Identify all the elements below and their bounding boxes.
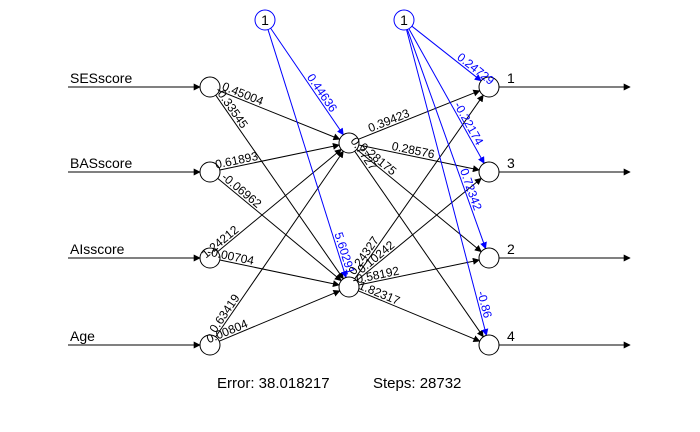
- input-node: [199, 247, 221, 269]
- weight-label: 0.28576: [391, 139, 437, 162]
- input-node: [199, 76, 221, 98]
- bias-edge-output: [411, 25, 482, 82]
- bias-weight-label: 0.44636: [304, 71, 340, 115]
- input-label: SESscore: [70, 70, 132, 86]
- output-label: 3: [507, 155, 515, 171]
- edge-input-hidden: [215, 94, 344, 280]
- edge-hidden-output: [358, 144, 480, 173]
- bias-edge-output: [408, 28, 485, 164]
- hidden-node: [338, 276, 360, 298]
- edge-input-hidden: [217, 148, 342, 253]
- input-label: Age: [70, 328, 95, 344]
- bias-weight-label: 0.24729: [454, 50, 497, 88]
- bias-edge-hidden: [270, 27, 344, 136]
- bias-node-label: 1: [261, 12, 269, 28]
- nodes-layer: [199, 9, 500, 356]
- edge-hidden-output: [356, 177, 482, 282]
- output-label: 1: [507, 70, 515, 86]
- bias-node: [254, 9, 276, 31]
- bias-weight-label: -0.22174: [451, 99, 486, 147]
- bias-edge-output: [406, 29, 489, 337]
- input-node: [199, 334, 221, 356]
- input-label: AIsscore: [70, 241, 125, 257]
- hidden-node: [338, 132, 360, 154]
- output-label: 2: [507, 241, 515, 257]
- edge-input-hidden: [219, 290, 341, 342]
- bias-node-label: 1: [400, 12, 408, 28]
- labels-layer: SESscoreBASscoreAIsscoreAge13240.45004-0…: [70, 12, 515, 346]
- input-label: BASscore: [70, 155, 132, 171]
- bias-weight-label: 5.60291: [331, 230, 357, 276]
- bias-edge-output: [406, 29, 487, 250]
- connections-layer: [68, 25, 631, 349]
- weight-label: -0.06962: [219, 170, 265, 211]
- edge-hidden-output: [354, 94, 484, 280]
- edge-input-hidden: [217, 177, 342, 282]
- weight-label: 1.82317: [357, 278, 403, 308]
- output-label: 4: [507, 328, 515, 344]
- edge-hidden-output: [358, 290, 481, 342]
- bias-edge-hidden: [267, 29, 348, 279]
- steps-label: Steps: 28732: [373, 375, 461, 392]
- edge-input-hidden: [219, 142, 340, 171]
- weight-label: 0.39423: [366, 106, 412, 135]
- output-node: [478, 247, 500, 269]
- weight-label: 0.61893: [214, 149, 260, 172]
- bias-weight-label: -0.86: [474, 289, 495, 319]
- bias-node: [393, 9, 415, 31]
- output-node: [478, 76, 500, 98]
- edge-input-hidden: [215, 150, 344, 338]
- output-node: [478, 161, 500, 183]
- error-label: Error: 38.018217: [217, 375, 330, 392]
- edge-hidden-output: [358, 257, 480, 286]
- edge-input-hidden: [219, 90, 341, 141]
- input-node: [199, 161, 221, 183]
- edge-hidden-output: [358, 89, 481, 140]
- output-node: [478, 334, 500, 356]
- edge-input-hidden: [219, 259, 340, 288]
- edge-hidden-output: [354, 150, 484, 338]
